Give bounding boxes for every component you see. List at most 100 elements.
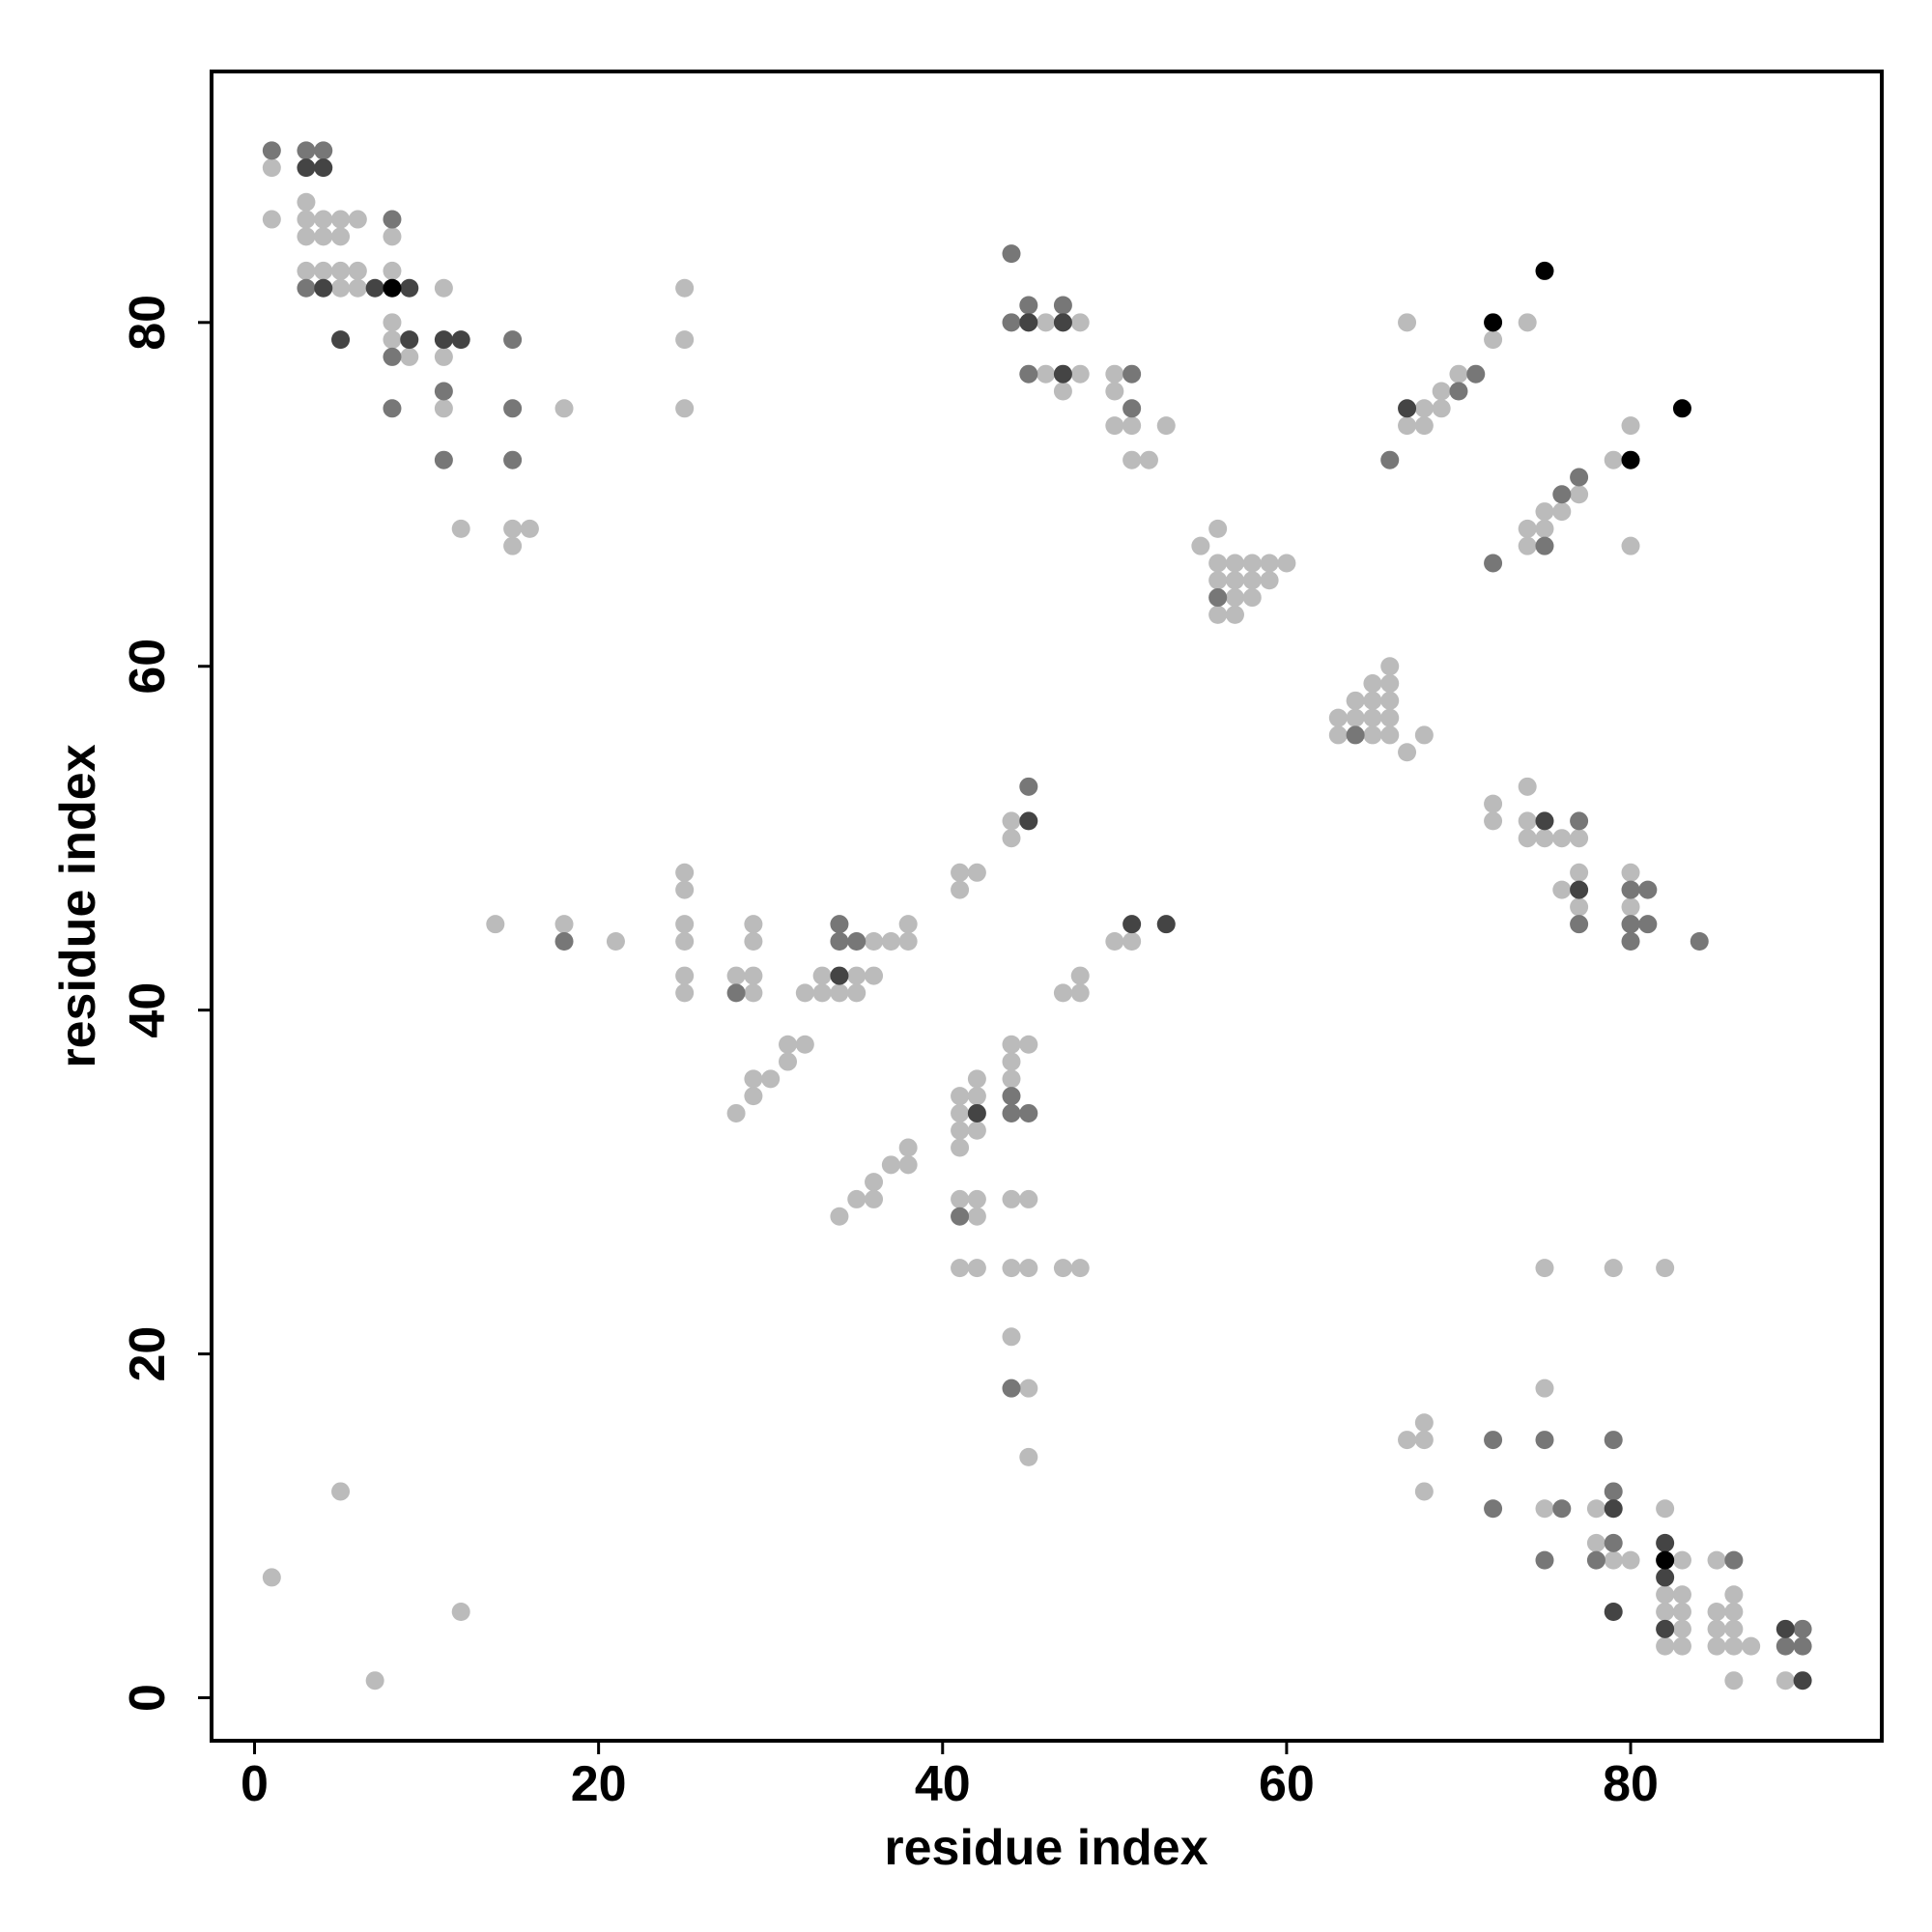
contact-point	[675, 983, 695, 1003]
contact-point	[675, 915, 695, 934]
contact-point	[1672, 1585, 1691, 1605]
contact-point	[1570, 915, 1589, 934]
contact-point	[847, 966, 867, 985]
contact-point	[1672, 1603, 1691, 1622]
contact-point	[1053, 1259, 1072, 1278]
contact-point	[1672, 399, 1691, 418]
contact-point	[314, 158, 333, 178]
contact-point	[1156, 416, 1176, 436]
x-tick-label: 20	[571, 1756, 627, 1812]
contact-point	[434, 382, 453, 401]
contact-point	[865, 1173, 884, 1192]
contact-point	[1019, 811, 1038, 831]
contact-point	[1002, 1052, 1021, 1071]
contact-point	[744, 966, 763, 985]
contact-point	[1053, 382, 1072, 401]
contact-point	[331, 330, 351, 350]
contact-point	[1037, 313, 1056, 332]
contact-point	[1518, 829, 1537, 848]
contact-point	[383, 347, 402, 366]
contact-point	[1414, 1482, 1434, 1501]
contact-point	[1398, 313, 1417, 332]
contact-point	[881, 1155, 900, 1175]
contact-point	[1484, 811, 1503, 831]
contact-point	[1518, 811, 1537, 831]
contact-point	[1724, 1619, 1744, 1638]
contact-point	[1414, 1431, 1434, 1450]
contact-point	[1724, 1671, 1744, 1690]
contact-point	[1122, 931, 1142, 951]
contact-point	[434, 399, 453, 418]
contact-point	[1604, 1259, 1623, 1278]
contact-point	[1019, 1103, 1038, 1122]
contact-point	[1363, 708, 1382, 727]
contact-point	[503, 399, 523, 418]
contact-point	[1604, 1499, 1623, 1519]
contact-point	[1225, 605, 1244, 624]
contact-point	[1638, 880, 1658, 899]
contact-point	[1070, 983, 1090, 1003]
contact-point	[1535, 1431, 1554, 1450]
contact-point	[744, 1087, 763, 1106]
contact-point	[1656, 1533, 1675, 1552]
contact-point	[1656, 1585, 1675, 1605]
contact-point	[348, 261, 367, 280]
contact-point	[1552, 1499, 1572, 1519]
contact-point	[1002, 244, 1021, 264]
x-axis-title: residue index	[884, 1820, 1208, 1876]
contact-point	[1019, 1447, 1038, 1466]
contact-point	[967, 1207, 986, 1226]
contact-point	[1690, 931, 1709, 951]
contact-point	[881, 931, 900, 951]
contact-point	[1672, 1636, 1691, 1656]
contact-point	[1019, 364, 1038, 384]
contact-point	[967, 1121, 986, 1140]
contact-point	[1793, 1636, 1812, 1656]
contact-point	[434, 450, 453, 469]
y-tick-label: 60	[120, 639, 176, 695]
contact-point	[1328, 725, 1348, 745]
contact-point	[675, 399, 695, 418]
contact-point	[1793, 1619, 1812, 1638]
contact-point	[297, 210, 316, 229]
contact-point	[1019, 1259, 1038, 1278]
contact-point	[1742, 1636, 1761, 1656]
contact-point	[383, 261, 402, 280]
plot-frame	[210, 70, 1884, 1743]
y-tick-label: 80	[120, 295, 176, 351]
contact-point	[744, 983, 763, 1003]
contact-point	[383, 399, 402, 418]
contact-point	[1621, 915, 1640, 934]
contact-point	[1621, 880, 1640, 899]
contact-point	[1621, 897, 1640, 917]
contact-point	[1122, 399, 1142, 418]
contact-point	[1346, 725, 1365, 745]
contact-point	[898, 915, 918, 934]
contact-point	[1707, 1550, 1726, 1570]
contact-point	[744, 931, 763, 951]
contact-point	[1621, 863, 1640, 882]
contact-point	[1208, 588, 1228, 608]
contact-point	[1398, 399, 1417, 418]
contact-point	[503, 536, 523, 555]
contact-point	[1586, 1499, 1605, 1519]
contact-point	[1604, 1482, 1623, 1501]
contact-point	[865, 931, 884, 951]
contact-point	[1019, 777, 1038, 796]
contact-point	[1019, 1035, 1038, 1054]
contact-point	[1346, 708, 1365, 727]
y-tick-label: 40	[120, 982, 176, 1038]
contact-point	[951, 1103, 970, 1122]
contact-point	[314, 261, 333, 280]
contact-point	[1656, 1603, 1675, 1622]
contact-point	[1380, 657, 1400, 676]
contact-point	[1225, 554, 1244, 573]
contact-point	[348, 210, 367, 229]
contact-point	[400, 330, 419, 350]
contact-point	[1363, 725, 1382, 745]
contact-point	[314, 210, 333, 229]
contact-point	[1398, 416, 1417, 436]
contact-point	[1570, 485, 1589, 504]
contact-point	[1724, 1585, 1744, 1605]
